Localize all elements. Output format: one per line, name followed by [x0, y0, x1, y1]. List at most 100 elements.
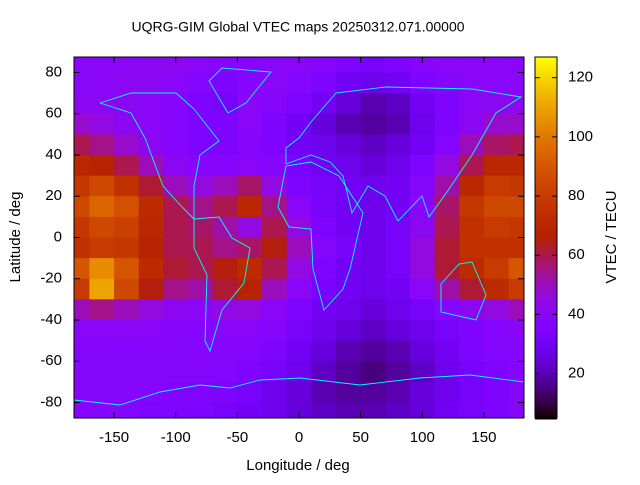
- colorbar-tick-label: 120: [568, 69, 593, 86]
- colorbar-step: [535, 339, 557, 342]
- heatmap-cell: [311, 134, 337, 156]
- heatmap-cell: [114, 113, 140, 135]
- colorbar-tick-label: 40: [568, 305, 585, 322]
- heatmap-cell: [409, 113, 436, 135]
- colorbar-step: [535, 237, 557, 240]
- heatmap-cell: [114, 340, 140, 362]
- colorbar-step: [535, 133, 557, 136]
- colorbar-step: [535, 83, 557, 86]
- heatmap-cell: [89, 381, 115, 404]
- heatmap-cell: [237, 113, 263, 135]
- colorbar-step: [535, 147, 557, 150]
- heatmap-cell: [360, 57, 386, 73]
- heatmap-cell: [74, 113, 90, 135]
- heatmap-cell: [163, 340, 189, 362]
- heatmap-cell: [163, 93, 189, 115]
- x-axis-label: Longitude / deg: [246, 457, 349, 474]
- heatmap-cell: [483, 299, 510, 321]
- colorbar-step: [535, 387, 557, 390]
- colorbar-step: [535, 251, 557, 254]
- heatmap-cell: [360, 340, 386, 362]
- heatmap-cell: [360, 216, 386, 238]
- colorbar-step: [535, 227, 557, 230]
- colorbar-step: [535, 263, 557, 266]
- heatmap-cell: [138, 113, 164, 135]
- colorbar-step: [535, 91, 557, 94]
- coastline: [285, 86, 523, 222]
- heatmap-cell: [138, 237, 164, 259]
- heatmap-cell: [459, 113, 485, 135]
- heatmap-cell: [434, 196, 460, 218]
- coastlines: [74, 67, 524, 406]
- heatmap-cell: [286, 340, 312, 362]
- heatmap-cell: [188, 72, 214, 94]
- colorbar-step: [535, 139, 557, 142]
- heatmap-cell: [262, 381, 288, 404]
- colorbar-step: [535, 381, 557, 384]
- heatmap-cell: [434, 175, 460, 197]
- heatmap-cell: [434, 278, 460, 300]
- heatmap-cell: [286, 196, 312, 218]
- heatmap-cell: [335, 320, 362, 342]
- colorbar-step: [535, 375, 557, 378]
- heatmap-cell: [483, 402, 510, 419]
- colorbar-step: [535, 383, 557, 386]
- heatmap-cell: [262, 57, 288, 73]
- heatmap-cell: [74, 57, 90, 73]
- heatmap-cell: [114, 299, 140, 321]
- colorbar-step: [535, 291, 557, 294]
- heatmap-cell: [286, 258, 312, 280]
- heatmap-cell: [163, 196, 189, 218]
- y-tick-label: -20: [40, 270, 62, 287]
- heatmap-cell: [409, 340, 436, 362]
- heatmap-cell: [335, 340, 362, 362]
- heatmap-cell: [89, 154, 115, 177]
- colorbar-step: [535, 297, 557, 300]
- heatmap-cell: [459, 72, 485, 94]
- heatmap-cell: [286, 361, 312, 383]
- heatmap-cell: [385, 72, 411, 94]
- heatmap-cell: [311, 278, 337, 300]
- colorbar-step: [535, 257, 557, 260]
- x-tick-label: -100: [161, 429, 191, 446]
- heatmap-cell: [237, 381, 263, 404]
- y-tick-label: 0: [54, 228, 62, 245]
- heatmap-cell: [434, 154, 460, 177]
- heatmap-cell: [74, 154, 90, 177]
- heatmap-cell: [188, 57, 214, 73]
- heatmap-cell: [237, 278, 263, 300]
- heatmap-cell: [114, 196, 140, 218]
- colorbar-step: [535, 99, 557, 102]
- heatmap-cell: [89, 402, 115, 419]
- heatmap-cell: [262, 237, 288, 259]
- heatmap-cell: [212, 57, 238, 73]
- heatmap-cell: [508, 402, 525, 419]
- heatmap-cell: [335, 113, 362, 135]
- heatmap-cell: [335, 258, 362, 280]
- colorbar-step: [535, 347, 557, 350]
- x-tick-label: -50: [227, 429, 249, 446]
- heatmap-cell: [89, 72, 115, 94]
- heatmap-cell: [74, 402, 90, 419]
- heatmap-cell: [508, 72, 525, 94]
- colorbar-step: [535, 183, 557, 186]
- heatmap-cell: [74, 320, 90, 342]
- colorbar-step: [535, 191, 557, 194]
- heatmap-cell: [508, 278, 525, 300]
- heatmap-cell: [483, 278, 510, 300]
- heatmap-cell: [335, 57, 362, 73]
- heatmap-cell: [335, 237, 362, 259]
- colorbar-step: [535, 351, 557, 354]
- colorbar-step: [535, 59, 557, 62]
- colorbar-step: [535, 331, 557, 334]
- y-tick-label: -40: [40, 311, 62, 328]
- colorbar-step: [535, 305, 557, 308]
- heatmap-cell: [212, 340, 238, 362]
- heatmap-cell: [335, 278, 362, 300]
- colorbar-step: [535, 115, 557, 118]
- heatmap-cell: [360, 278, 386, 300]
- y-axis-label: Latitude / deg: [7, 192, 24, 283]
- heatmap-cell: [89, 299, 115, 321]
- heatmap-cell: [335, 72, 362, 94]
- heatmap-cell: [188, 113, 214, 135]
